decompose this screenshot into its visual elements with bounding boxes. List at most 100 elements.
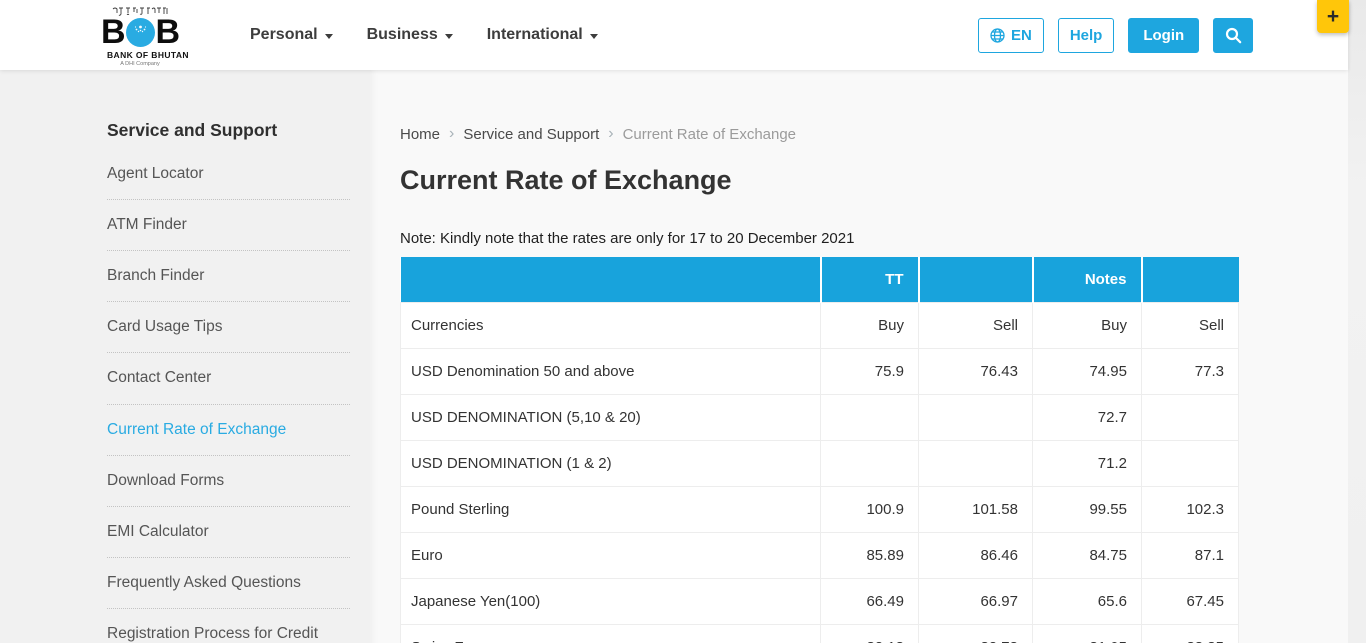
tt-sell-value: 82.73: [918, 624, 1033, 643]
notes-buy-value: 71.2: [1032, 440, 1142, 487]
exchange-rate-table: TT Notes Currencies Buy Sell Buy Sell US…: [400, 257, 1239, 643]
bank-name-label: BANK OF BHUTAN: [107, 50, 189, 60]
table-subheader-row: Currencies Buy Sell Buy Sell: [400, 302, 1239, 349]
currency-name: Pound Sterling: [400, 486, 821, 533]
sidebar-item-atm-finder[interactable]: ATM Finder: [107, 200, 350, 252]
page-title: Current Rate of Exchange: [400, 165, 732, 195]
breadcrumb-home[interactable]: Home: [400, 125, 441, 143]
dzongkha-script-icon: [112, 7, 168, 16]
subheader-tt-buy: Buy: [820, 302, 919, 349]
table-row: USD DENOMINATION (5,10 & 20) 72.7: [400, 394, 1239, 441]
help-button[interactable]: Help: [1057, 18, 1115, 53]
notes-sell-value: 102.3: [1141, 486, 1239, 533]
sidebar-item-download-forms[interactable]: Download Forms: [107, 456, 350, 507]
nav-item-international-label: International: [486, 26, 583, 43]
search-button[interactable]: [1213, 18, 1254, 53]
currency-name: USD DENOMINATION (1 & 2): [400, 440, 821, 487]
globe-icon: [990, 28, 1005, 43]
table-row: Japanese Yen(100) 66.49 66.97 65.6 67.45: [400, 578, 1239, 625]
login-label: Login: [1143, 27, 1185, 44]
notes-sell-value: 83.35: [1141, 624, 1239, 643]
table-row: Pound Sterling 100.9 101.58 99.55 102.3: [400, 486, 1239, 533]
sidebar-item-card-usage-tips[interactable]: Card Usage Tips: [107, 302, 350, 354]
currency-name: USD DENOMINATION (5,10 & 20): [400, 394, 821, 441]
accessibility-plus-button[interactable]: +: [1317, 0, 1349, 33]
tt-sell-value: 101.58: [918, 486, 1033, 533]
notes-sell-value: [1141, 394, 1239, 441]
notes-sell-value: [1141, 440, 1239, 487]
group-header-tt: TT: [819, 257, 919, 303]
sidebar-title: Service and Support: [107, 120, 278, 140]
scrollbar-track[interactable]: [1348, 0, 1366, 643]
notes-buy-value: 74.95: [1032, 348, 1142, 395]
help-label: Help: [1069, 27, 1103, 44]
chevron-down-icon: [324, 34, 333, 39]
group-header-notes: Notes: [1031, 257, 1142, 303]
subheader-currencies: Currencies: [400, 302, 821, 349]
tt-buy-value: 85.89: [820, 532, 919, 579]
top-navbar: B B BANK OF BHUT: [0, 0, 1348, 70]
tt-buy-value: 75.9: [820, 348, 919, 395]
bob-wordmark: B B: [101, 15, 180, 49]
group-header-empty: [917, 257, 1033, 303]
tt-sell-value: [918, 440, 1033, 487]
group-header-empty: [1140, 257, 1239, 303]
notes-sell-value: 67.45: [1141, 578, 1239, 625]
sidebar-item-agent-locator[interactable]: Agent Locator: [107, 149, 350, 201]
sidebar: Service and Support Agent Locator ATM Fi…: [0, 70, 370, 643]
bob-letter-b-left: B: [100, 13, 126, 51]
subheader-notes-sell: Sell: [1141, 302, 1239, 349]
chevron-down-icon: [589, 34, 598, 39]
table-group-header-row: TT Notes: [400, 257, 1239, 303]
tt-sell-value: 76.43: [918, 348, 1033, 395]
subheader-tt-sell: Sell: [918, 302, 1033, 349]
notes-buy-value: 99.55: [1032, 486, 1142, 533]
nav-item-international[interactable]: International: [487, 16, 598, 54]
sidebar-item-contact-center[interactable]: Contact Center: [107, 353, 350, 405]
currency-name: Euro: [400, 532, 821, 579]
nav-item-business-label: Business: [366, 26, 438, 43]
table-row: USD Denomination 50 and above 75.9 76.43…: [400, 348, 1239, 395]
sidebar-item-current-rate-of-exchange[interactable]: Current Rate of Exchange: [107, 405, 350, 456]
notes-sell-value: 77.3: [1141, 348, 1239, 395]
bob-logo[interactable]: B B BANK OF BHUT: [101, 3, 189, 67]
login-button[interactable]: Login: [1128, 18, 1200, 53]
notes-buy-value: 65.6: [1032, 578, 1142, 625]
sidebar-item-faq[interactable]: Frequently Asked Questions: [107, 558, 350, 609]
table-row: Euro 85.89 86.46 84.75 87.1: [400, 532, 1239, 579]
subheader-notes-buy: Buy: [1032, 302, 1142, 349]
page-content: Service and Support Agent Locator ATM Fi…: [0, 70, 1348, 643]
sidebar-list: Agent Locator ATM Finder Branch Finder C…: [107, 149, 350, 643]
notes-buy-value: 84.75: [1032, 532, 1142, 579]
breadcrumb: Home › Service and Support › Current Rat…: [400, 125, 1348, 143]
bob-letter-b-right: B: [155, 13, 181, 51]
sidebar-item-emi-calculator[interactable]: EMI Calculator: [107, 507, 350, 558]
sidebar-item-branch-finder[interactable]: Branch Finder: [107, 251, 350, 303]
nav-item-personal[interactable]: Personal: [250, 16, 333, 54]
tt-sell-value: [918, 394, 1033, 441]
nav-item-business[interactable]: Business: [367, 16, 453, 54]
breadcrumb-chevron-icon: ›: [608, 125, 614, 142]
tt-buy-value: [820, 394, 919, 441]
dhi-tagline: A DHI Company: [120, 61, 160, 67]
notes-sell-value: 87.1: [1141, 532, 1239, 579]
navbar-actions: EN Help Login: [978, 18, 1254, 53]
tt-buy-value: 100.9: [820, 486, 919, 533]
currency-name: USD Denomination 50 and above: [400, 348, 821, 395]
language-button[interactable]: EN: [978, 18, 1044, 53]
group-header-empty: [400, 257, 821, 303]
table-row: Swiss Franc 82.13 82.73 81.05 83.35: [400, 624, 1239, 643]
notes-buy-value: 72.7: [1032, 394, 1142, 441]
tt-buy-value: [820, 440, 919, 487]
chevron-down-icon: [444, 34, 453, 39]
search-icon: [1225, 27, 1241, 44]
tt-buy-value: 66.49: [820, 578, 919, 625]
breadcrumb-service-and-support[interactable]: Service and Support: [463, 125, 600, 143]
sidebar-item-registration-credit-card[interactable]: Registration Process for Credit Card: [107, 609, 350, 643]
main-content: Home › Service and Support › Current Rat…: [370, 70, 1348, 643]
bob-blue-globe-icon: [125, 17, 155, 47]
main-menu: Personal Business International: [250, 16, 598, 54]
breadcrumb-chevron-icon: ›: [449, 125, 455, 142]
notes-buy-value: 81.05: [1032, 624, 1142, 643]
language-label: EN: [1011, 27, 1032, 44]
